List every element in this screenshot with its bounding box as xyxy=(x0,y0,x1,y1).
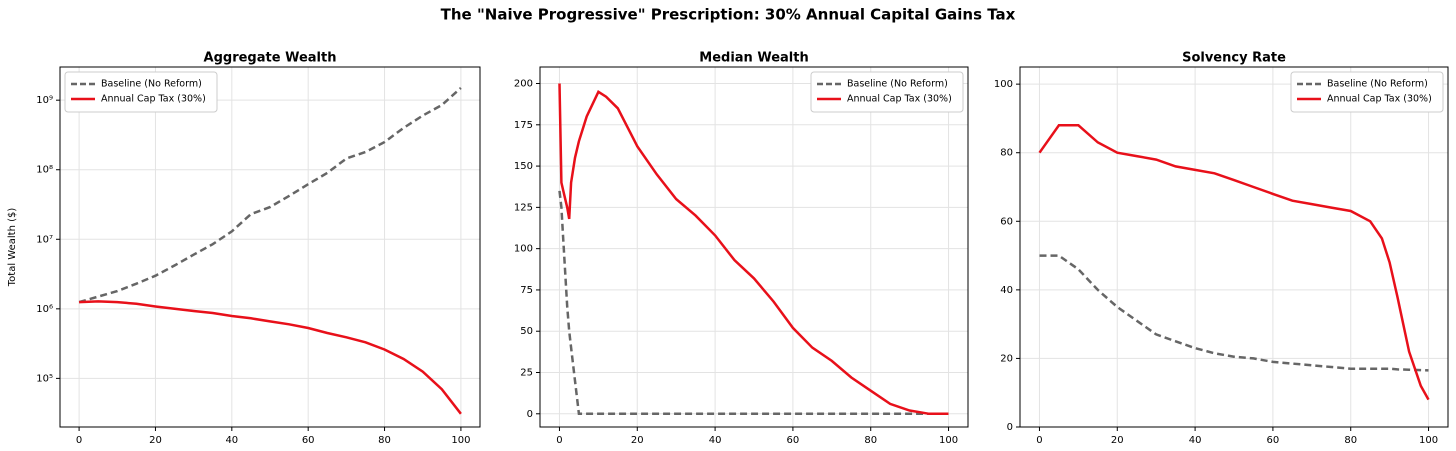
y-tick-label: 80 xyxy=(1000,148,1013,159)
x-tick-label: 0 xyxy=(556,435,562,446)
panel-title: Solvency Rate xyxy=(1182,51,1286,66)
x-tick-label: 80 xyxy=(864,435,877,446)
legend-box xyxy=(64,71,218,113)
legend-label: Baseline (No Reform) xyxy=(101,79,202,90)
x-tick-label: 40 xyxy=(225,435,238,446)
x-tick-label: 20 xyxy=(631,435,644,446)
y-tick-label: 0 xyxy=(527,409,533,420)
y-tick-label: 125 xyxy=(514,202,533,213)
figure-title: The "Naive Progressive" Prescription: 30… xyxy=(441,6,1016,24)
y-tick-label: 10⁵ xyxy=(36,373,53,384)
y-tick-label: 100 xyxy=(514,244,533,255)
plot-frame xyxy=(1019,66,1449,428)
y-tick-label: 10⁷ xyxy=(36,234,53,245)
y-tick-label: 25 xyxy=(520,368,533,379)
x-tick-label: 0 xyxy=(1036,435,1042,446)
legend-label: Baseline (No Reform) xyxy=(847,79,948,90)
x-tick-label: 80 xyxy=(378,435,391,446)
y-tick-label: 50 xyxy=(520,326,533,337)
x-tick-label: 100 xyxy=(451,435,470,446)
legend: Baseline (No Reform) Annual Cap Tax (30%) xyxy=(1290,71,1444,113)
y-tick-label: 75 xyxy=(520,285,533,296)
data-line xyxy=(558,83,949,416)
legend-box xyxy=(1290,71,1444,113)
legend-box xyxy=(810,71,964,113)
panel-title: Median Wealth xyxy=(699,51,808,66)
x-tick-label: 80 xyxy=(1344,435,1357,446)
data-line xyxy=(78,86,462,304)
x-tick-label: 60 xyxy=(1267,435,1280,446)
legend-label: Baseline (No Reform) xyxy=(1327,79,1428,90)
y-tick-label: 10⁸ xyxy=(36,165,53,176)
data-line xyxy=(558,190,949,416)
x-tick-label: 0 xyxy=(76,435,82,446)
legend-label: Annual Cap Tax (30%) xyxy=(1327,94,1432,105)
x-tick-label: 100 xyxy=(939,435,958,446)
legend-label: Annual Cap Tax (30%) xyxy=(847,94,952,105)
x-tick-label: 20 xyxy=(149,435,162,446)
y-axis-label: Total Wealth ($) xyxy=(7,208,18,288)
x-tick-label: 100 xyxy=(1419,435,1438,446)
legend-label: Annual Cap Tax (30%) xyxy=(101,94,206,105)
y-tick-label: 10⁹ xyxy=(36,95,53,106)
y-tick-label: 150 xyxy=(514,161,533,172)
x-tick-label: 60 xyxy=(302,435,315,446)
plot-frame xyxy=(59,66,481,428)
panel-title: Aggregate Wealth xyxy=(204,51,337,66)
plot-frame xyxy=(539,66,969,428)
y-tick-label: 60 xyxy=(1000,216,1013,227)
x-tick-label: 40 xyxy=(1189,435,1202,446)
x-tick-label: 40 xyxy=(709,435,722,446)
y-tick-label: 20 xyxy=(1000,353,1013,364)
legend: Baseline (No Reform) Annual Cap Tax (30%) xyxy=(64,71,218,113)
y-tick-label: 200 xyxy=(514,79,533,90)
data-line xyxy=(1038,124,1430,401)
x-tick-label: 20 xyxy=(1111,435,1124,446)
y-tick-label: 100 xyxy=(994,79,1013,90)
y-tick-label: 175 xyxy=(514,120,533,131)
y-tick-label: 0 xyxy=(1007,422,1013,433)
data-line xyxy=(79,300,462,415)
data-line xyxy=(1039,254,1429,372)
x-tick-label: 60 xyxy=(787,435,800,446)
legend: Baseline (No Reform) Annual Cap Tax (30%) xyxy=(810,71,964,113)
y-tick-label: 40 xyxy=(1000,285,1013,296)
y-tick-label: 10⁶ xyxy=(36,304,53,315)
